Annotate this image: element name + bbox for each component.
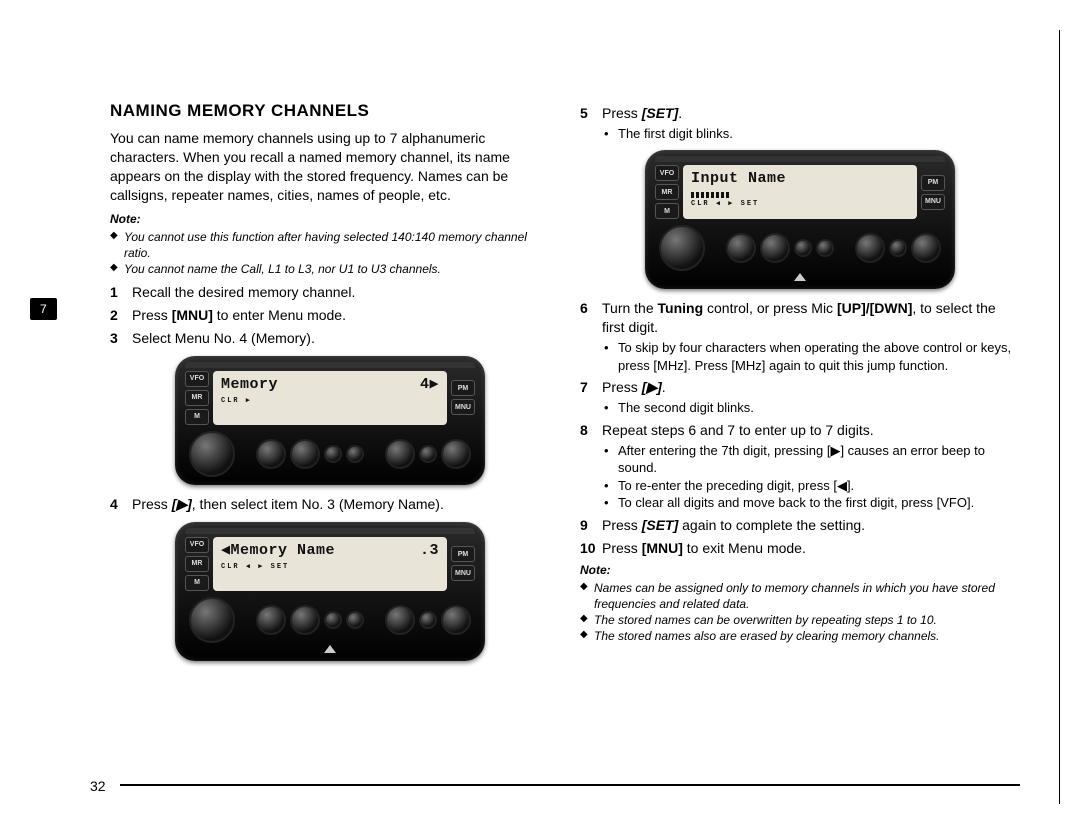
sub-item: To re-enter the preceding digit, press [… bbox=[618, 477, 1020, 495]
note-item: The stored names can be overwritten by r… bbox=[594, 612, 1020, 628]
page-edge bbox=[1059, 30, 1060, 804]
step: 8Repeat steps 6 and 7 to enter up to 7 d… bbox=[602, 421, 1020, 512]
note-label-2: Note: bbox=[580, 562, 1020, 578]
steps-left: 1Recall the desired memory channel. 2Pre… bbox=[110, 283, 550, 348]
note-label: Note: bbox=[110, 211, 550, 227]
sub-item: To skip by four characters when operatin… bbox=[618, 339, 1020, 374]
right-side-buttons: PM MNU bbox=[451, 371, 475, 425]
sub-item: The first digit blinks. bbox=[618, 125, 1020, 143]
left-side-buttons: VFO MR M bbox=[185, 371, 209, 425]
step: 3Select Menu No. 4 (Memory). bbox=[132, 329, 550, 348]
intro-text: You can name memory channels using up to… bbox=[110, 129, 550, 205]
step: 5Press [SET]. The first digit blinks. bbox=[602, 104, 1020, 142]
steps-left-cont: 4Press [▶], then select item No. 3 (Memo… bbox=[110, 495, 550, 514]
right-column: 5Press [SET]. The first digit blinks. VF… bbox=[580, 100, 1020, 671]
step: 1Recall the desired memory channel. bbox=[132, 283, 550, 302]
page-number: 32 bbox=[90, 778, 106, 794]
device-figure-3: VFOMRM Input Name CLR ◀ ▶ SET PMMNU bbox=[645, 150, 955, 289]
left-column: NAMING MEMORY CHANNELS You can name memo… bbox=[110, 100, 550, 671]
step: 9Press [SET] again to complete the setti… bbox=[602, 516, 1020, 535]
note-item: Names can be assigned only to memory cha… bbox=[594, 580, 1020, 612]
sub-item: The second digit blinks. bbox=[618, 399, 1020, 417]
note-item: You cannot use this function after havin… bbox=[124, 229, 550, 261]
steps-right: 5Press [SET]. The first digit blinks. bbox=[580, 104, 1020, 142]
note-item: The stored names also are erased by clea… bbox=[594, 628, 1020, 644]
sub-item: To clear all digits and move back to the… bbox=[618, 494, 1020, 512]
note-list-1: You cannot use this function after havin… bbox=[110, 229, 550, 278]
footer-rule bbox=[120, 784, 1020, 786]
device-figure-1: VFO MR M Memory4▶ CLR ▶ PM MNU bbox=[175, 356, 485, 485]
sub-item: After entering the 7th digit, pressing [… bbox=[618, 442, 1020, 477]
step: 6Turn the Tuning control, or press Mic [… bbox=[602, 299, 1020, 374]
page-content: NAMING MEMORY CHANNELS You can name memo… bbox=[0, 0, 1080, 711]
note-item: You cannot name the Call, L1 to L3, nor … bbox=[124, 261, 550, 277]
note-list-2: Names can be assigned only to memory cha… bbox=[580, 580, 1020, 645]
lcd-1: Memory4▶ CLR ▶ bbox=[213, 371, 447, 425]
section-heading: NAMING MEMORY CHANNELS bbox=[110, 100, 550, 123]
section-tab: 7 bbox=[30, 298, 57, 320]
device-figure-2: VFOMRM ◀Memory Name.3 CLR ◀ ▶ SET PMMNU bbox=[175, 522, 485, 661]
step: 4Press [▶], then select item No. 3 (Memo… bbox=[132, 495, 550, 514]
step: 10Press [MNU] to exit Menu mode. bbox=[602, 539, 1020, 558]
step: 7Press [▶]. The second digit blinks. bbox=[602, 378, 1020, 416]
step: 2Press [MNU] to enter Menu mode. bbox=[132, 306, 550, 325]
steps-right-cont: 6Turn the Tuning control, or press Mic [… bbox=[580, 299, 1020, 557]
lcd-2: ◀Memory Name.3 CLR ◀ ▶ SET bbox=[213, 537, 447, 591]
lcd-3: Input Name CLR ◀ ▶ SET bbox=[683, 165, 917, 219]
